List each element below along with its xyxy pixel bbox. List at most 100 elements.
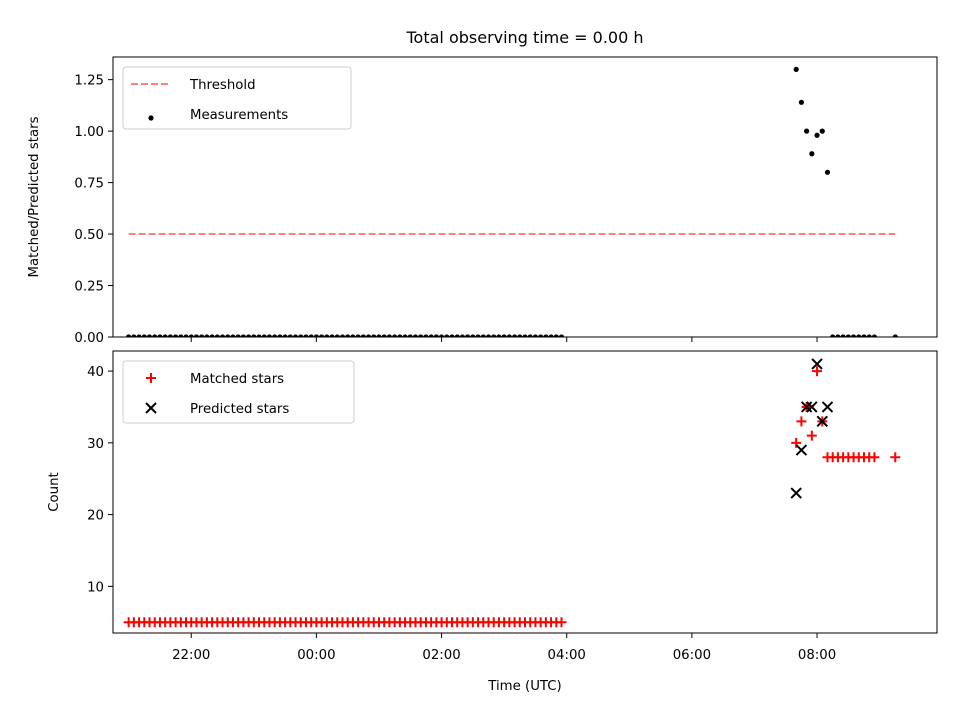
measurement-point	[517, 334, 523, 337]
measurement-point	[480, 334, 486, 337]
legend-label: Matched stars	[190, 372, 284, 387]
measurement-point	[501, 334, 507, 337]
measurement-point	[392, 334, 398, 337]
y-tick-label: 1.25	[74, 74, 104, 89]
measurement-point	[428, 334, 434, 337]
measurement-point	[355, 334, 361, 337]
predicted-star-point	[795, 444, 808, 456]
y-tick-label: 0.50	[74, 228, 104, 243]
measurement-point	[261, 334, 267, 337]
measurement-point	[511, 334, 518, 337]
measurement-point	[840, 334, 846, 337]
measurement-point	[381, 334, 387, 337]
measurement-point	[251, 334, 257, 337]
measurement-point	[245, 334, 252, 337]
measurement-point	[319, 334, 325, 337]
measurement-point	[152, 334, 158, 337]
measurement-point	[454, 334, 460, 337]
measurement-point	[444, 334, 450, 337]
measurement-point	[157, 334, 163, 337]
matched-star-point	[791, 437, 802, 448]
matched-star-point	[869, 452, 880, 463]
measurement-point	[214, 334, 220, 337]
measurement-point	[418, 334, 424, 337]
matched-star-point	[556, 617, 567, 628]
measurement-point	[303, 334, 309, 337]
measurement-point	[798, 99, 805, 105]
x-tick-label: 08:00	[798, 648, 836, 663]
measurement-point	[538, 334, 544, 337]
measurement-point	[240, 334, 246, 337]
y-tick-label: 30	[87, 437, 104, 452]
measurement-point	[459, 334, 466, 337]
measurement-point	[819, 128, 825, 134]
measurement-point	[162, 334, 168, 337]
measurement-point	[423, 334, 429, 337]
measurement-point	[407, 334, 413, 337]
y-tick-label: 1.00	[74, 125, 104, 140]
measurement-point	[465, 334, 471, 337]
legend: Threshold Measurements	[122, 66, 352, 130]
legend: Matched stars Predicted stars	[122, 360, 355, 424]
measurement-point	[861, 334, 867, 337]
measurement-point	[527, 334, 533, 337]
y-tick-label: 0.25	[74, 280, 104, 295]
measurement-point	[485, 334, 492, 337]
legend-label: Predicted stars	[190, 402, 289, 417]
plot-frame	[112, 56, 938, 338]
legend-matched-swatch	[146, 373, 156, 383]
measurement-point	[324, 334, 330, 337]
measurement-point	[167, 334, 173, 337]
measurement-point	[532, 334, 539, 337]
legend-box	[122, 360, 355, 424]
measurement-point	[298, 334, 304, 337]
measurement-point	[871, 334, 878, 337]
measurement-point	[360, 334, 366, 337]
data-layer	[126, 66, 898, 337]
legend-predicted-swatch	[145, 402, 157, 414]
measurement-point	[491, 334, 497, 337]
measurement-point	[219, 334, 226, 337]
bottom-y-axis-label: Count	[47, 472, 62, 512]
measurement-point	[824, 169, 831, 175]
measurement-point	[188, 334, 194, 337]
plot-frame	[112, 350, 938, 634]
measurement-point	[287, 334, 293, 337]
measurement-point	[809, 151, 815, 157]
predicted-star-point	[800, 401, 813, 413]
measurement-point	[506, 334, 512, 337]
measurement-point	[329, 334, 335, 337]
measurement-point	[371, 334, 377, 337]
y-tick-label: 0.75	[74, 177, 104, 192]
measurement-point	[449, 334, 455, 337]
measurement-point	[146, 334, 153, 337]
legend-box	[122, 66, 352, 130]
chart-title: Total observing time = 0.00 h	[405, 28, 643, 47]
y-tick-label: 20	[87, 509, 104, 524]
matched-star-point	[890, 452, 901, 463]
measurement-point	[334, 334, 340, 337]
measurement-point	[193, 334, 200, 337]
measurement-point	[266, 334, 273, 337]
measurement-point	[204, 334, 210, 337]
measurement-point	[141, 334, 147, 337]
measurement-point	[178, 334, 184, 337]
measurement-point	[183, 334, 189, 337]
measurement-point	[402, 334, 408, 337]
measurement-point	[850, 334, 857, 337]
measurement-point	[376, 334, 382, 337]
measurement-point	[272, 334, 278, 337]
measurement-point	[830, 334, 836, 337]
measurement-point	[131, 334, 137, 337]
measurement-point	[835, 334, 841, 337]
measurement-point	[282, 334, 288, 337]
matched-star-point	[806, 430, 817, 441]
y-tick-label: 10	[87, 580, 104, 595]
legend-label: Threshold	[189, 78, 256, 93]
x-tick-label: 22:00	[172, 648, 210, 663]
top-panel: Matched/Predicted stars 0.00 0.25 0.50 0.75…	[27, 56, 938, 346]
measurement-point	[308, 334, 314, 337]
x-tick-label: 02:00	[422, 648, 460, 663]
measurement-point	[804, 128, 810, 134]
